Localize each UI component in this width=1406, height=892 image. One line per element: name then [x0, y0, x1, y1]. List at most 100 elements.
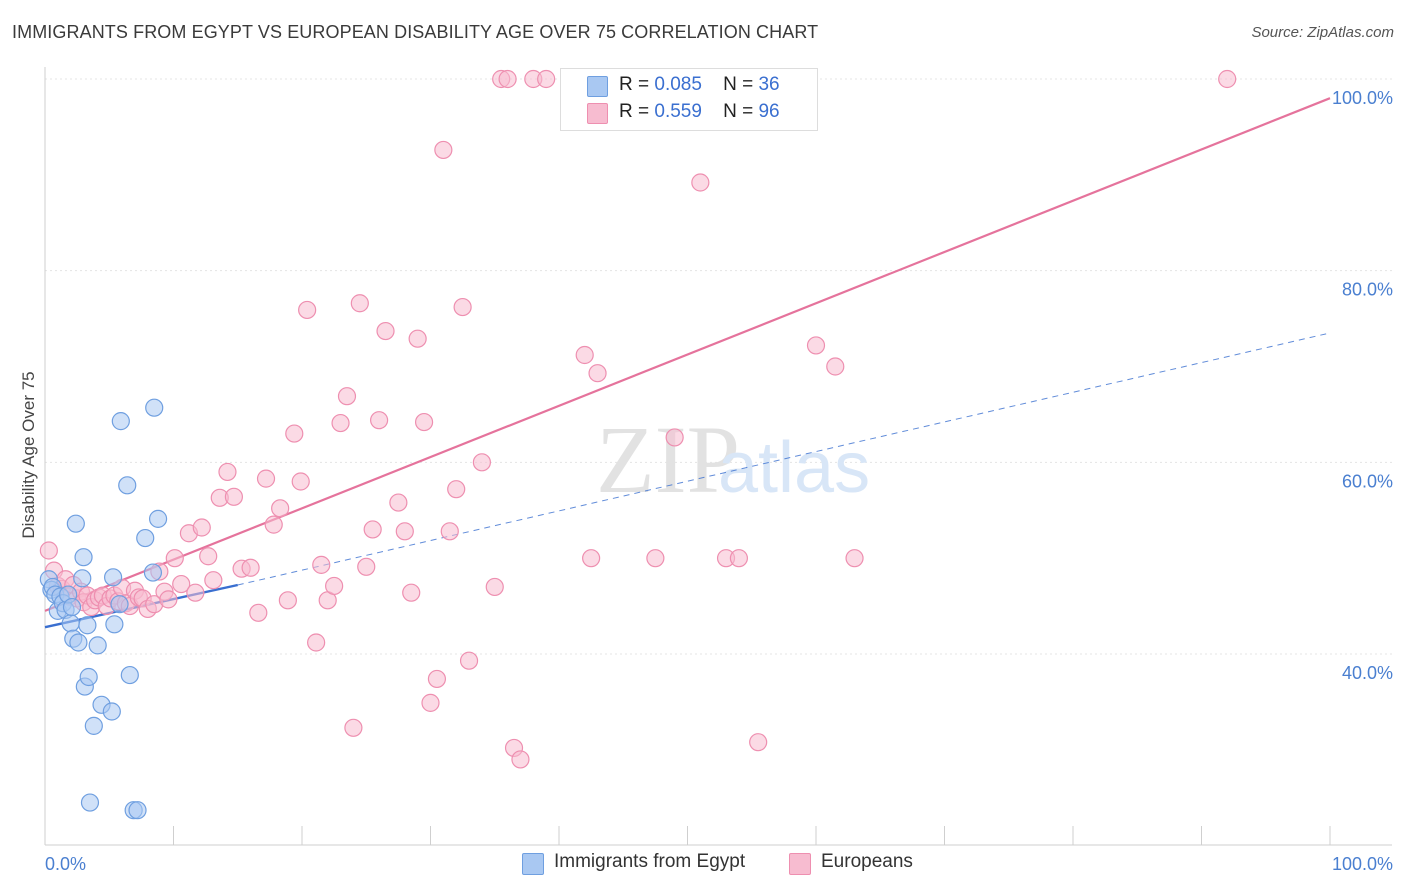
egypt-swatch: [587, 76, 608, 97]
europe-point: [408, 329, 427, 348]
egypt-point: [105, 615, 124, 634]
x-tick-label-max: 100.0%: [1332, 854, 1393, 874]
y-tick-label: 100.0%: [1332, 88, 1393, 108]
europe-point: [427, 669, 447, 689]
egypt-point: [66, 514, 85, 533]
y-axis-label: Disability Age Over 75: [19, 371, 38, 538]
europe-point: [402, 583, 421, 602]
europe-point: [370, 411, 389, 430]
europe-point: [307, 633, 326, 652]
egypt-points: [39, 398, 168, 820]
egypt-point: [73, 569, 92, 588]
egypt-point: [110, 595, 129, 614]
europe-point: [331, 413, 350, 433]
europe-point: [363, 520, 382, 539]
europe-point: [575, 345, 594, 365]
europe-point: [453, 297, 472, 317]
europe-point: [344, 718, 363, 737]
egypt-point: [111, 412, 130, 431]
europe-point: [440, 522, 459, 541]
egypt-point: [143, 563, 163, 582]
europe-point: [588, 364, 607, 383]
europe-point: [376, 321, 395, 341]
source-label: Source: ZipAtlas.com: [1251, 24, 1394, 41]
europe-point: [729, 549, 749, 568]
legend-egypt-n: 36: [758, 74, 780, 95]
europe-point: [337, 387, 357, 406]
europe-point: [582, 549, 601, 568]
europe-point: [312, 555, 331, 574]
europe-point: [826, 357, 845, 376]
y-tick-labels: 40.0% 60.0% 80.0% 100.0%: [1332, 88, 1393, 683]
europe-point: [350, 294, 369, 313]
europe-point: [264, 515, 283, 534]
europe-point: [395, 522, 414, 541]
europe-point: [199, 547, 218, 566]
europe-point: [204, 571, 223, 590]
chart-title: IMMIGRANTS FROM EGYPT VS EUROPEAN DISABI…: [12, 22, 819, 42]
axes: [44, 67, 1392, 846]
europe-swatch: [587, 103, 608, 124]
europe-point: [218, 462, 237, 482]
europe-point: [459, 651, 479, 670]
egypt-point: [145, 398, 164, 417]
egypt-point: [102, 702, 121, 721]
egypt-point: [61, 614, 80, 633]
europe-point: [537, 69, 556, 89]
europe-point: [159, 590, 178, 609]
trend-lines: [44, 97, 1331, 629]
legend-europe-r: 0.559: [654, 101, 702, 122]
europe-point: [357, 557, 376, 576]
y-tick-label: 80.0%: [1342, 280, 1393, 300]
x-tick-labels: 0.0% 100.0%: [45, 854, 1393, 874]
watermark-zip: ZIP: [596, 406, 740, 513]
egypt-point: [80, 793, 100, 812]
egypt-point: [69, 633, 88, 652]
egypt-point: [128, 801, 147, 820]
europe-point: [271, 499, 290, 518]
watermark-atlas: atlas: [718, 428, 870, 508]
europe-point: [224, 487, 243, 506]
x-tick-label-min: 0.0%: [45, 854, 86, 874]
europe-point: [298, 300, 317, 320]
europe-point: [256, 469, 276, 488]
europe-point: [485, 577, 504, 597]
europe-point: [414, 412, 434, 432]
europe-trend-line: [44, 97, 1331, 612]
egypt-point: [78, 616, 97, 635]
egypt-point: [79, 667, 98, 687]
europe-point: [646, 549, 665, 568]
egypt-point: [120, 665, 139, 685]
europe-point: [241, 558, 260, 577]
europe-point: [172, 574, 191, 594]
egypt-point: [62, 597, 82, 617]
europe-point: [447, 480, 466, 499]
europe-swatch: [789, 853, 811, 875]
europe-point: [806, 336, 826, 355]
egypt-point: [136, 528, 155, 548]
egypt-point: [84, 716, 103, 735]
egypt-point: [148, 509, 168, 528]
y-tick-label: 60.0%: [1342, 471, 1393, 491]
europe-point: [186, 583, 205, 602]
europe-point: [285, 424, 304, 443]
europe-point: [665, 428, 684, 447]
legend-r-label: R =: [619, 74, 650, 95]
europe-point: [498, 69, 517, 89]
legend-europe-label: Europeans: [821, 851, 913, 872]
europe-point: [511, 750, 530, 769]
egypt-swatch: [522, 853, 544, 875]
europe-point: [421, 693, 440, 712]
legend-egypt-label: Immigrants from Egypt: [554, 851, 746, 872]
europe-point: [278, 591, 297, 610]
legend-n-label: N =: [723, 74, 754, 95]
europe-point: [434, 140, 453, 160]
europe-point: [389, 493, 408, 512]
egypt-point: [104, 568, 123, 587]
europe-point: [1218, 69, 1237, 89]
europe-point: [192, 518, 211, 537]
egypt-point: [118, 476, 137, 495]
legend-r-label: R =: [619, 101, 650, 122]
legend-n-label: N =: [723, 101, 754, 122]
